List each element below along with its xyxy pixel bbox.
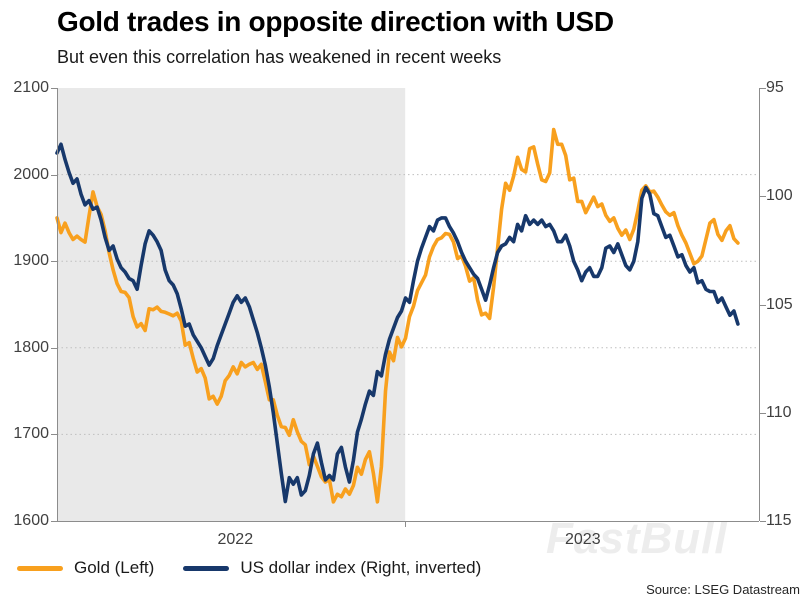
y-axis-right-line bbox=[759, 88, 760, 521]
y-axis-right-label-100: 100 bbox=[766, 187, 793, 205]
legend-label-gold: Gold (Left) bbox=[74, 558, 155, 577]
y-axis-right-tick-105 bbox=[760, 304, 766, 306]
y-axis-left-tick-2100 bbox=[51, 88, 57, 89]
y-axis-left-label-1600: 1600 bbox=[13, 512, 49, 529]
y-axis-right-label-110: 110 bbox=[766, 403, 792, 421]
y-axis-left-label-1900: 1900 bbox=[13, 252, 49, 270]
usd-index-series-line bbox=[55, 142, 740, 504]
x-axis-year-label-2023: 2023 bbox=[565, 531, 601, 548]
x-axis-tick bbox=[405, 521, 407, 527]
chart-canvas bbox=[55, 88, 759, 521]
fastbull-watermark: FastBull bbox=[546, 514, 728, 563]
x-axis-line bbox=[57, 521, 759, 522]
chart-title: Gold trades in opposite direction with U… bbox=[57, 6, 614, 37]
gold-series-line bbox=[55, 127, 740, 504]
chart-subtitle: But even this correlation has weakened i… bbox=[57, 47, 502, 67]
y-axis-right-tick-95 bbox=[760, 88, 766, 89]
y-axis-left-tick-1900 bbox=[51, 261, 57, 263]
plot-area bbox=[55, 88, 759, 521]
legend-label-usd-index: US dollar index (Right, inverted) bbox=[240, 558, 482, 577]
y-axis-left-label-1800: 1800 bbox=[13, 338, 49, 356]
y-axis-left-tick-2000 bbox=[51, 174, 57, 176]
legend-item-usd-index: US dollar index (Right, inverted) bbox=[183, 558, 481, 578]
y-axis-left-tick-1700 bbox=[51, 434, 57, 436]
y-axis-right-tick-100 bbox=[760, 196, 766, 198]
y-axis-left-tick-1800 bbox=[51, 347, 57, 349]
y-axis-right-label-95: 95 bbox=[766, 79, 784, 96]
y-axis-left-label-2000: 2000 bbox=[13, 165, 49, 183]
usd-index-line-swatch bbox=[183, 565, 230, 571]
y-axis-right-tick-110 bbox=[760, 412, 766, 414]
legend: Gold (Left) US dollar index (Right, inve… bbox=[17, 558, 481, 578]
legend-item-gold: Gold (Left) bbox=[17, 558, 154, 578]
y-axis-left-label-1700: 1700 bbox=[13, 425, 49, 443]
y-axis-right-label-115: 115 bbox=[766, 512, 792, 529]
y-axis-left-label-2100: 2100 bbox=[13, 79, 49, 96]
source-credit: Source: LSEG Datastream bbox=[646, 582, 800, 597]
y-axis-left-line bbox=[57, 88, 58, 521]
gold-line-swatch bbox=[17, 565, 63, 571]
y-axis-right-label-105: 105 bbox=[766, 295, 793, 313]
x-axis-year-label-2022: 2022 bbox=[217, 531, 254, 548]
y-axis-left-tick-1600 bbox=[51, 521, 57, 522]
y-axis-right-tick-115 bbox=[760, 521, 766, 522]
